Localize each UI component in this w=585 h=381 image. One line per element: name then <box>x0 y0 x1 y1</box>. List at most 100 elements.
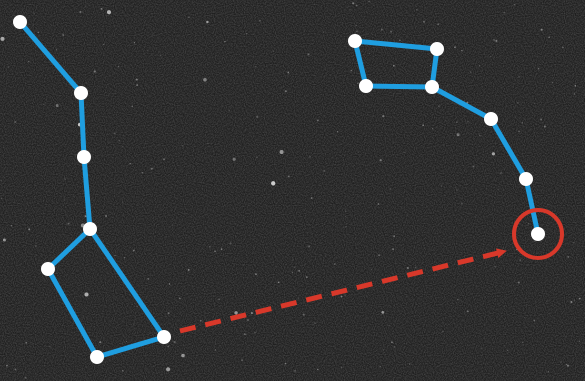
background-star <box>279 150 284 154</box>
background-star <box>234 311 238 315</box>
background-star <box>14 368 17 371</box>
background-star <box>49 346 51 348</box>
background-star <box>356 30 358 32</box>
background-star <box>518 130 520 133</box>
background-star <box>517 102 519 104</box>
background-star <box>133 42 136 44</box>
background-star <box>380 28 383 31</box>
background-star <box>232 157 236 161</box>
background-star <box>472 165 475 168</box>
background-star <box>216 174 218 176</box>
background-star <box>163 158 166 161</box>
background-star <box>294 266 296 268</box>
background-star <box>7 66 10 68</box>
background-star <box>284 90 287 93</box>
background-star <box>168 283 171 285</box>
background-star <box>141 172 143 174</box>
background-star <box>357 82 359 84</box>
background-star <box>246 319 249 322</box>
background-star <box>466 310 469 313</box>
background-star <box>456 121 458 123</box>
background-star <box>102 43 105 46</box>
background-star <box>121 146 123 148</box>
background-star <box>517 281 520 284</box>
background-star <box>388 324 390 326</box>
star-marker <box>348 34 362 48</box>
background-star <box>121 369 124 372</box>
right-constellation-handle-line <box>429 84 541 237</box>
background-star <box>310 197 313 199</box>
background-star <box>166 367 171 372</box>
background-star <box>497 188 499 191</box>
background-star <box>250 312 253 315</box>
background-star <box>152 34 154 36</box>
background-star <box>403 151 405 153</box>
left-constellation-handle-line <box>17 19 93 232</box>
background-star <box>491 152 495 156</box>
background-star <box>201 181 203 183</box>
background-star <box>23 358 25 359</box>
background-star <box>345 226 347 228</box>
background-star <box>406 267 409 269</box>
background-star <box>389 188 392 190</box>
background-star <box>448 48 450 50</box>
background-star <box>454 46 456 49</box>
background-star <box>533 240 536 242</box>
background-star <box>308 245 310 248</box>
background-star <box>14 121 17 123</box>
background-star <box>259 20 261 22</box>
background-star <box>167 312 170 315</box>
background-star <box>214 349 217 351</box>
background-star <box>574 84 577 87</box>
background-star <box>37 31 39 33</box>
background-star <box>135 78 138 81</box>
background-star <box>503 247 505 249</box>
background-star <box>117 65 120 68</box>
background-star <box>573 299 575 301</box>
background-star <box>392 248 395 251</box>
background-star <box>228 110 230 112</box>
background-star <box>350 69 353 72</box>
background-star <box>241 359 244 362</box>
background-star <box>543 125 546 128</box>
background-star <box>298 269 301 272</box>
background-star <box>542 108 544 110</box>
background-star <box>150 167 153 170</box>
background-star <box>392 64 395 67</box>
star-marker <box>359 79 373 93</box>
background-star <box>492 38 496 41</box>
background-star <box>83 315 84 317</box>
background-star <box>503 11 505 14</box>
star-marker <box>41 262 55 276</box>
background-star <box>467 121 469 123</box>
background-star <box>522 341 524 344</box>
background-star <box>430 65 431 67</box>
background-star <box>344 295 346 297</box>
background-star <box>1 197 3 200</box>
background-star <box>296 320 298 322</box>
background-star <box>394 346 396 348</box>
background-star <box>24 376 27 379</box>
star-marker <box>90 350 104 364</box>
background-star <box>494 265 497 268</box>
background-star <box>573 93 575 95</box>
background-star <box>317 368 319 371</box>
background-star <box>203 78 207 82</box>
background-star <box>368 0 370 2</box>
background-star <box>273 50 275 52</box>
background-star <box>19 348 21 350</box>
background-star <box>460 202 463 205</box>
background-star <box>440 185 443 187</box>
background-star <box>432 128 434 130</box>
background-star <box>106 10 112 15</box>
background-star <box>566 364 569 367</box>
background-star <box>133 323 135 325</box>
background-star <box>340 366 343 369</box>
background-star <box>207 142 209 145</box>
background-star <box>570 301 573 303</box>
background-star <box>547 371 550 373</box>
background-star <box>284 362 287 365</box>
background-star <box>67 222 70 225</box>
right-constellation <box>348 34 545 241</box>
background-star <box>378 254 381 257</box>
